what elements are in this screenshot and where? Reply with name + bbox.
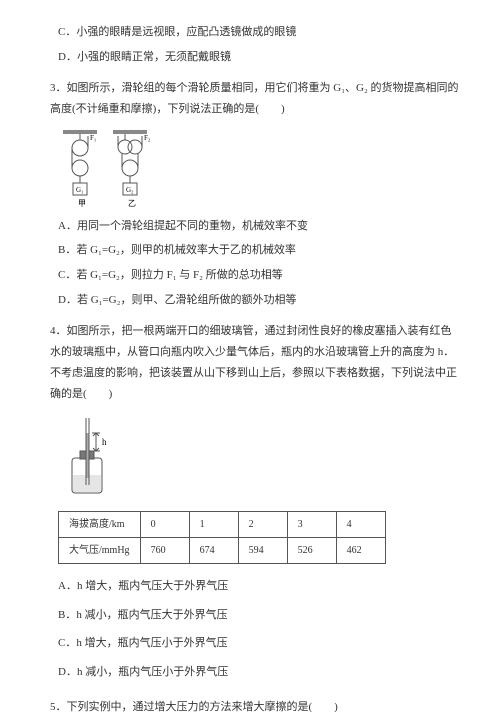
svg-text:h: h [102, 437, 107, 447]
table-cell: 594 [238, 537, 287, 563]
q4-figure: h [60, 413, 460, 503]
table-cell: 1 [189, 511, 238, 537]
table-cell: 2 [238, 511, 287, 537]
q3-option-c: C．若 G₁=G₂，则拉力 F₁ 与 F₂ 所做的总功相等 [58, 265, 460, 286]
table-cell: 674 [189, 537, 238, 563]
table-cell: 3 [287, 511, 336, 537]
svg-text:甲: 甲 [78, 199, 86, 208]
svg-text:F₂: F₂ [144, 134, 151, 142]
table-cell: 760 [140, 537, 189, 563]
table-cell: 4 [336, 511, 385, 537]
svg-text:G₂: G₂ [126, 186, 134, 194]
q2-option-d: D．小强的眼睛正常，无须配戴眼镜 [58, 47, 460, 68]
q5-stem: 5．下列实例中，通过增大压力的方法来增大摩擦的是( ) [50, 697, 460, 718]
q4-option-a: A．h 增大，瓶内气压大于外界气压 [58, 576, 255, 597]
svg-text:G₁: G₁ [76, 186, 84, 194]
q4-option-c: C．h 增大，瓶内气压小于外界气压 [58, 633, 255, 654]
q3-option-b: B．若 G₁=G₂，则甲的机械效率大于乙的机械效率 [58, 240, 460, 261]
svg-text:乙: 乙 [128, 199, 136, 208]
table-cell: 大气压/mmHg [59, 537, 141, 563]
q4-option-d: D．h 减小，瓶内气压小于外界气压 [58, 662, 255, 683]
q4-stem: 4．如图所示，把一根两端开口的细玻璃管，通过封闭性良好的橡皮塞插入装有红色水的玻… [50, 321, 460, 405]
table-cell: 526 [287, 537, 336, 563]
q4-option-b: B．h 减小，瓶内气压大于外界气压 [58, 605, 255, 626]
q2-option-c: C．小强的眼睛是远视眼，应配凸透镜做成的眼镜 [58, 22, 460, 43]
table-cell: 海拔高度/km [59, 511, 141, 537]
table-cell: 462 [336, 537, 385, 563]
q4-table: 海拔高度/km 0 1 2 3 4 大气压/mmHg 760 674 594 5… [58, 511, 386, 564]
q3-option-a: A．用同一个滑轮组提起不同的重物，机械效率不变 [58, 216, 460, 237]
q3-stem: 3．如图所示，滑轮组的每个滑轮质量相同，用它们将重为 G₁、G₂ 的货物提高相同… [50, 78, 460, 120]
q3-figure: F₁ G₁ 甲 F₂ G₂ 乙 [60, 128, 460, 208]
q3-option-d: D．若 G₁=G₂，则甲、乙滑轮组所做的额外功相等 [58, 290, 460, 311]
svg-text:F₁: F₁ [90, 134, 96, 142]
table-cell: 0 [140, 511, 189, 537]
